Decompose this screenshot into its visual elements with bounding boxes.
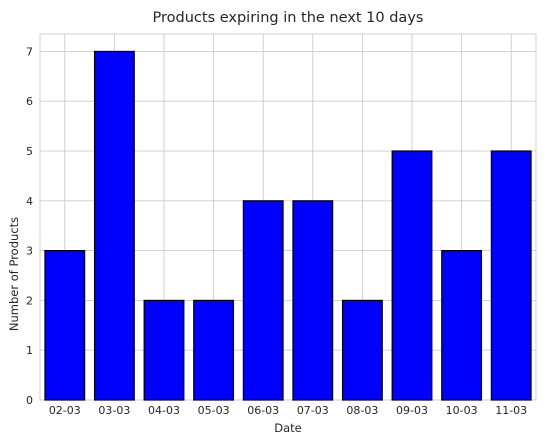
bar-05-03 xyxy=(193,299,235,401)
x-tick-label: 11-03 xyxy=(495,404,527,417)
x-tick-label: 09-03 xyxy=(396,404,428,417)
x-tick-labels: 02-03 03-03 04-03 05-03 06-03 07-03 08-03 09-03… xyxy=(49,404,527,417)
bar-09-03 xyxy=(391,150,433,401)
y-tick-label: 4 xyxy=(26,195,33,208)
x-tick-label: 08-03 xyxy=(346,404,378,417)
y-axis-label: Number of Products xyxy=(7,217,21,331)
chart-title: Products expiring in the next 10 days xyxy=(153,10,424,26)
bar-04-03 xyxy=(143,299,185,401)
y-tick-label: 0 xyxy=(26,394,33,407)
x-tick-label: 10-03 xyxy=(446,404,478,417)
x-tick-label: 06-03 xyxy=(247,404,279,417)
y-tick-label: 2 xyxy=(26,294,33,307)
y-tick-labels: 0 1 2 3 4 5 6 7 xyxy=(26,45,33,407)
bars xyxy=(44,50,532,401)
bar-07-03 xyxy=(292,200,334,401)
x-tick-label: 03-03 xyxy=(98,404,130,417)
bar-10-03 xyxy=(441,250,483,401)
bar-02-03 xyxy=(44,250,86,401)
y-tick-label: 6 xyxy=(26,95,33,108)
x-tick-label: 04-03 xyxy=(148,404,180,417)
bar-03-03 xyxy=(93,50,135,401)
bar-06-03 xyxy=(242,200,284,401)
bar-11-03 xyxy=(490,150,532,401)
y-tick-label: 7 xyxy=(26,45,33,58)
y-tick-label: 3 xyxy=(26,245,33,258)
x-tick-label: 02-03 xyxy=(49,404,81,417)
x-axis-label: Date xyxy=(274,421,302,435)
bar-08-03 xyxy=(341,299,383,401)
y-tick-label: 1 xyxy=(26,344,33,357)
x-tick-label: 07-03 xyxy=(297,404,329,417)
y-tick-label: 5 xyxy=(26,145,33,158)
x-tick-label: 05-03 xyxy=(198,404,230,417)
plot-frame xyxy=(39,33,537,401)
